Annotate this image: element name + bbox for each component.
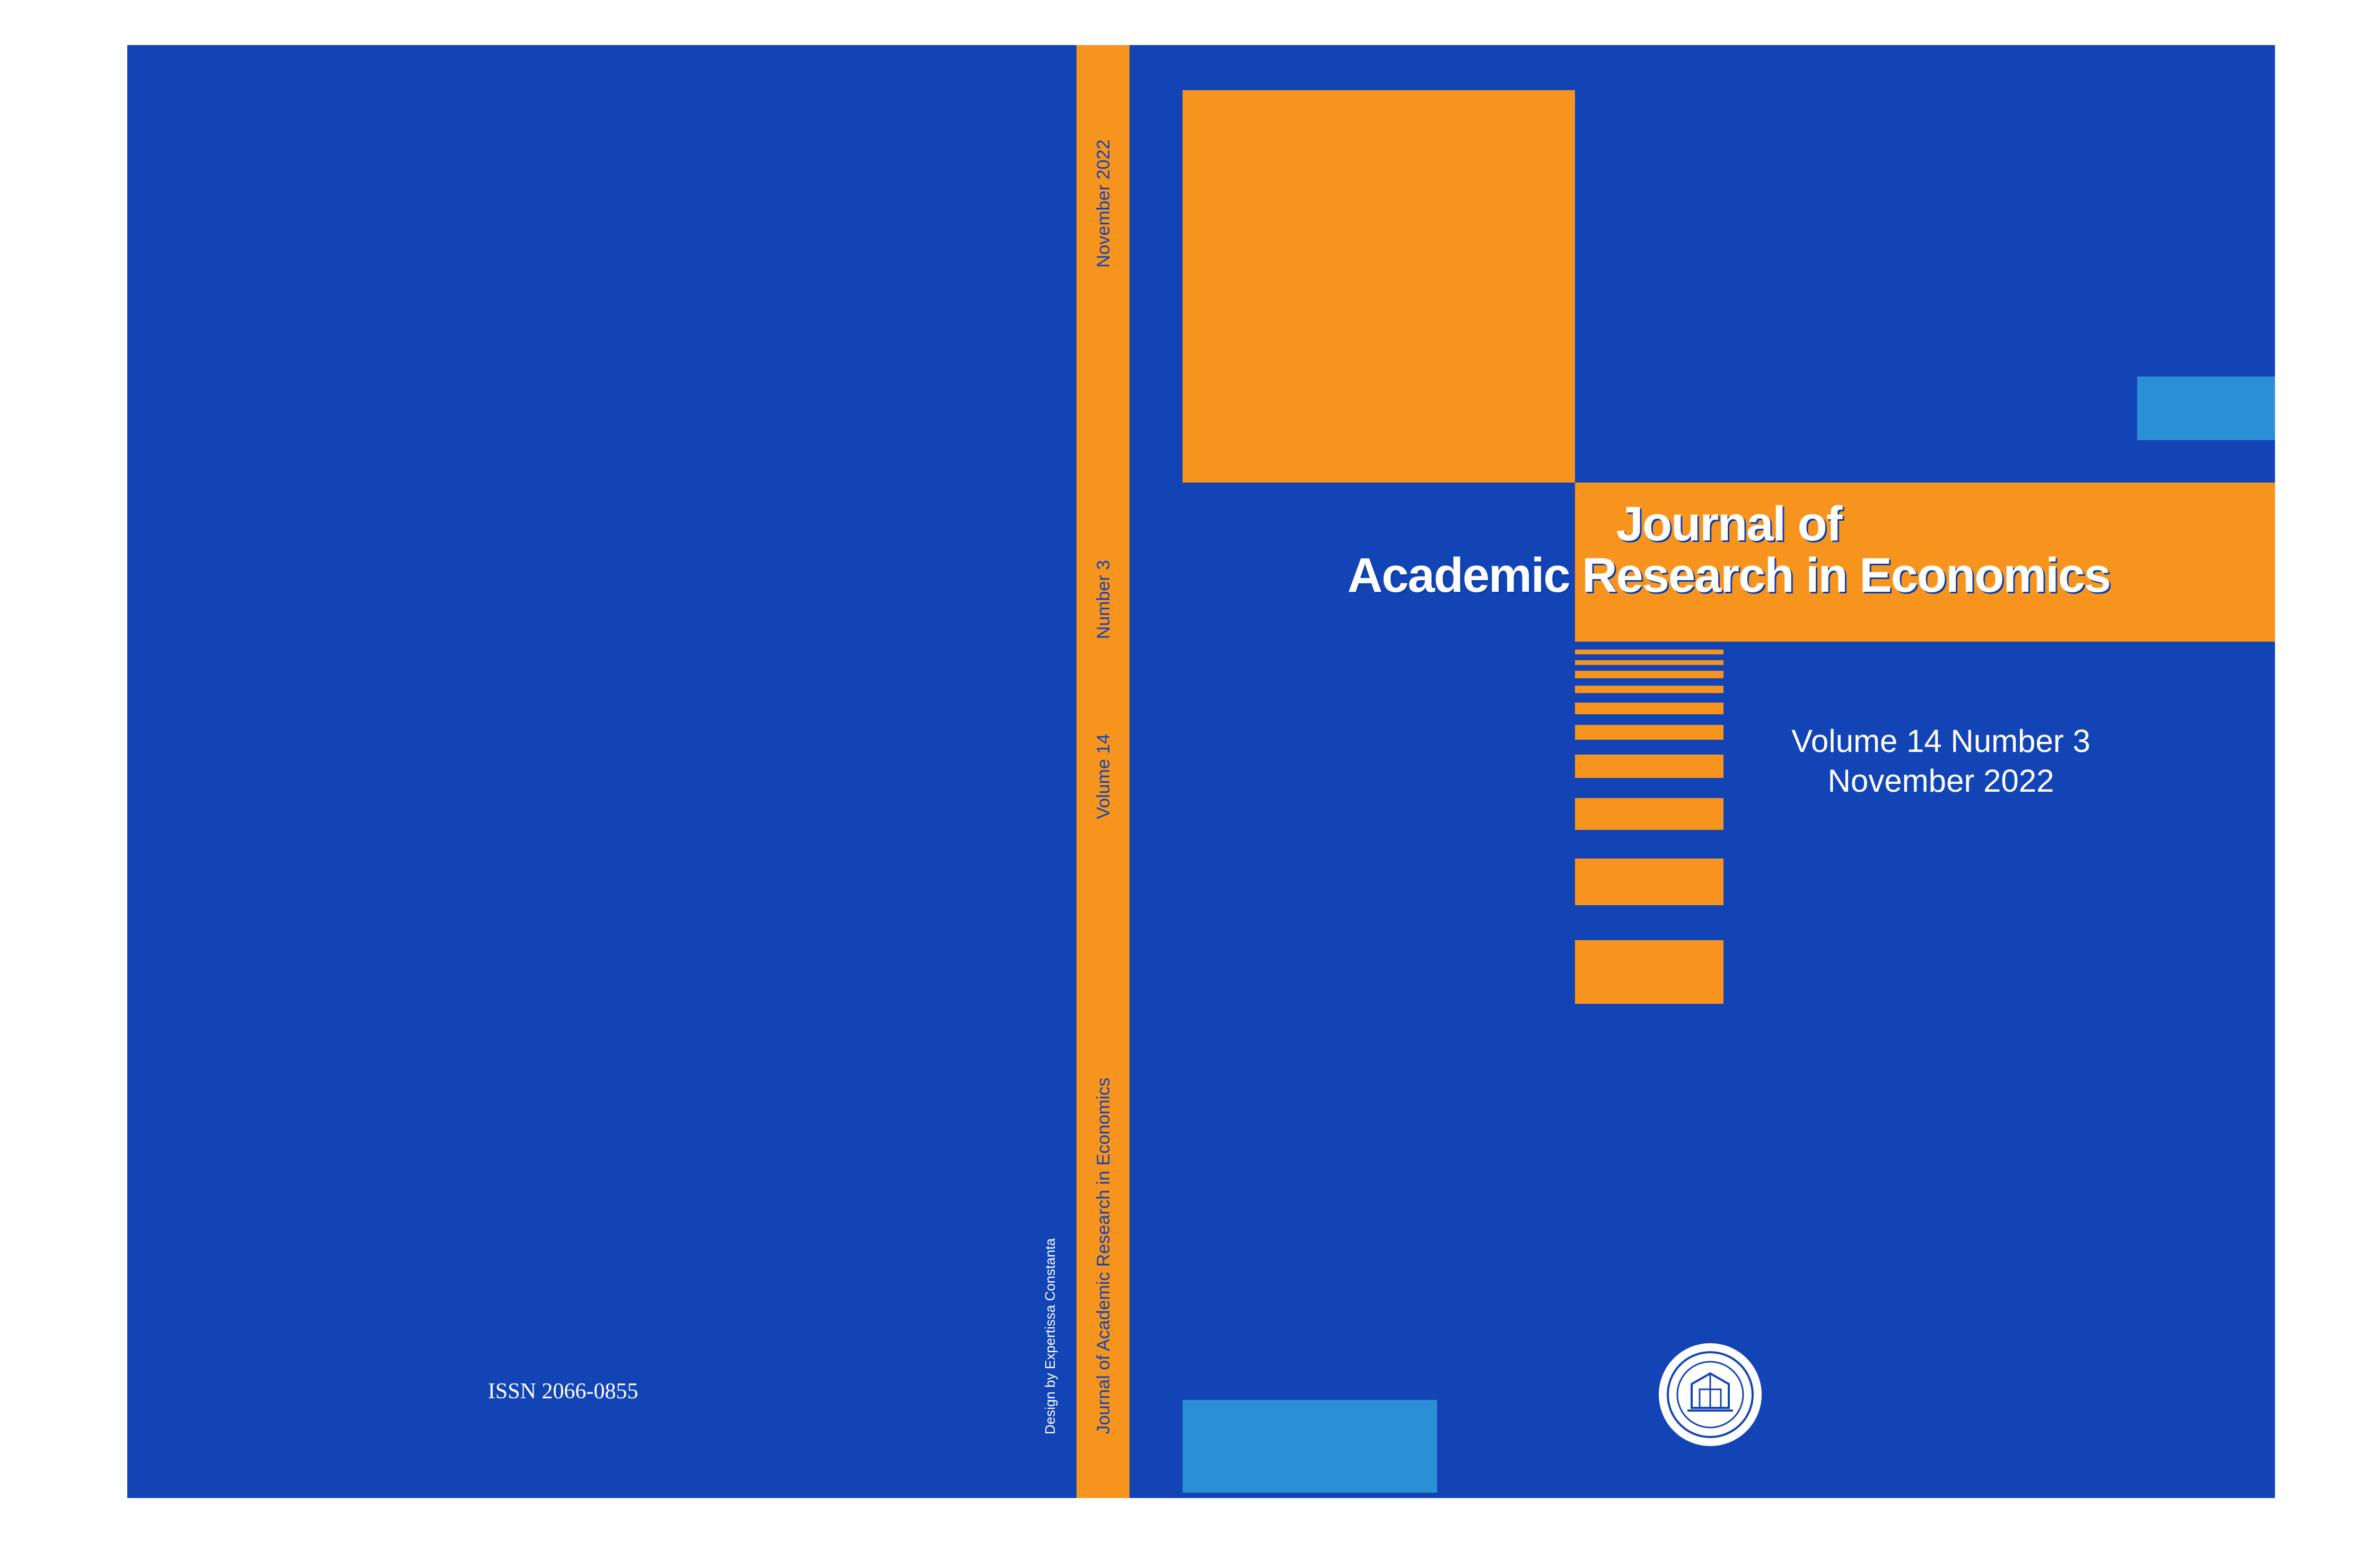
spine-title: Journal of Academic Research in Economic…	[1093, 1078, 1114, 1434]
design-credit: Design by Expertissa Constanta	[1042, 1238, 1058, 1434]
spine-date: November 2022	[1093, 139, 1114, 268]
title-line-2: Academic Research in Economics	[1183, 550, 2275, 601]
decorative-bar	[1575, 650, 1723, 654]
spine-number: Number 3	[1093, 560, 1114, 639]
orange-square-top	[1183, 90, 1575, 483]
issue-date: November 2022	[1750, 761, 2132, 801]
blue-accent-top	[2137, 376, 2275, 440]
decorative-bar	[1575, 940, 1723, 1004]
decorative-bar	[1575, 798, 1723, 830]
front-cover: Journal of Academic Research in Economic…	[1183, 45, 2275, 1498]
decorative-bar	[1575, 859, 1723, 905]
journal-cover-spread: ISSN 2066-0855 Design by Expertissa Cons…	[127, 45, 2275, 1498]
decorative-bar	[1575, 660, 1723, 665]
issue-volume-number: Volume 14 Number 3	[1750, 721, 2132, 761]
decorative-bar	[1575, 703, 1723, 714]
decorative-bar	[1575, 671, 1723, 678]
title-line-1: Journal of	[1183, 498, 2275, 550]
blue-accent-bottom	[1183, 1400, 1437, 1493]
decorative-bar	[1575, 755, 1723, 778]
spine: Journal of Academic Research in Economic…	[1077, 45, 1130, 1498]
issue-info: Volume 14 Number 3 November 2022	[1750, 721, 2132, 801]
spine-gap	[1130, 45, 1183, 1498]
spine-volume: Volume 14	[1093, 734, 1114, 819]
decorative-bar	[1575, 725, 1723, 740]
journal-title: Journal of Academic Research in Economic…	[1183, 498, 2275, 601]
decorative-bar	[1575, 686, 1723, 693]
back-cover: ISSN 2066-0855 Design by Expertissa Cons…	[127, 45, 1077, 1498]
publisher-seal-icon	[1655, 1339, 1766, 1450]
issn-text: ISSN 2066-0855	[488, 1379, 638, 1404]
